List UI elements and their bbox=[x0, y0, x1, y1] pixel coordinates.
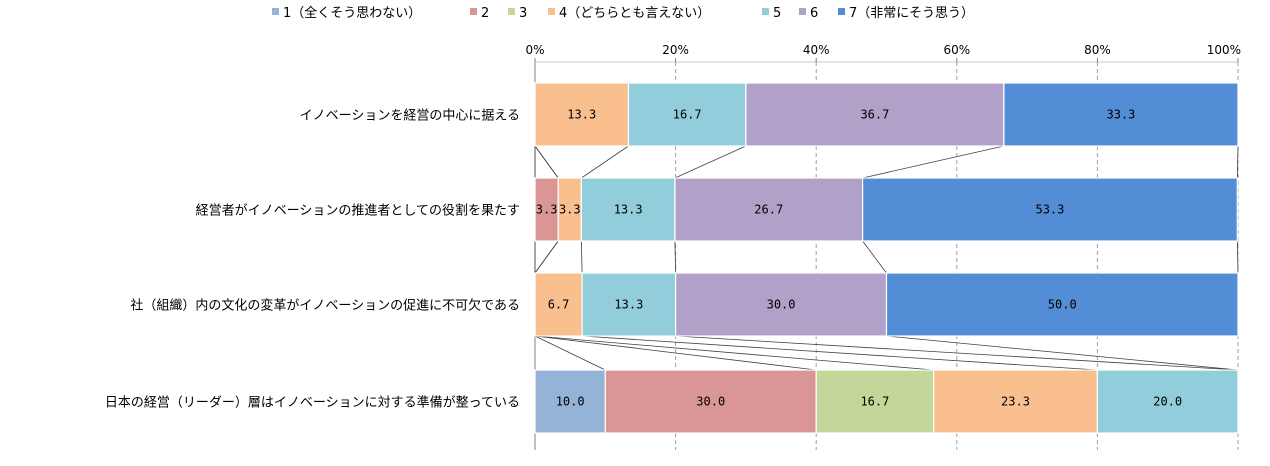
series-connector-line bbox=[862, 240, 887, 274]
data-label: 3.3 bbox=[559, 203, 581, 217]
data-label: 30.0 bbox=[696, 395, 725, 409]
bar-segment bbox=[1096, 369, 1239, 434]
data-label: 16.7 bbox=[673, 108, 702, 122]
category-label: イノベーションを経営の中心に据える bbox=[300, 109, 520, 124]
legend-label: 4（どちらとも言えない） bbox=[559, 6, 710, 21]
data-label: 16.7 bbox=[860, 395, 889, 409]
legend-label: 2 bbox=[481, 6, 489, 21]
series-connector-line bbox=[581, 145, 629, 179]
x-tick-label: 60% bbox=[943, 43, 970, 57]
legend-swatch bbox=[799, 8, 806, 15]
bar-segment bbox=[861, 177, 1238, 242]
data-label: 30.0 bbox=[767, 298, 796, 312]
bar-segment bbox=[674, 177, 864, 242]
x-tick-label: 40% bbox=[803, 43, 830, 57]
series-connector-line bbox=[580, 240, 583, 274]
data-label: 23.3 bbox=[1001, 395, 1030, 409]
series-connector-line bbox=[534, 145, 559, 179]
bar-segment bbox=[933, 369, 1099, 434]
legend-swatch bbox=[272, 8, 279, 15]
bar-segment bbox=[885, 272, 1239, 337]
x-tick-label: 80% bbox=[1084, 43, 1111, 57]
series-connector-line bbox=[675, 335, 1239, 371]
legend-label: 7（非常にそう思う） bbox=[849, 6, 974, 21]
data-label: 6.7 bbox=[548, 298, 570, 312]
bar-segment bbox=[627, 82, 747, 147]
bar-segment bbox=[534, 369, 606, 434]
category-label: 日本の経営（リーダー）層はイノベーションに対する準備が整っている bbox=[105, 395, 520, 411]
data-label: 13.3 bbox=[567, 108, 596, 122]
x-axis-ticks: 0% 20% 40% 60% 80% 100% bbox=[525, 43, 1241, 57]
data-label: 13.3 bbox=[614, 298, 643, 312]
bars: 13.3 16.7 36.7 33.3 3.3 3.3 13.3 26.7 53.3 6.7 13.… bbox=[534, 82, 1239, 434]
bar-segment bbox=[1003, 82, 1239, 147]
legend-label: 5 bbox=[773, 6, 781, 21]
data-label: 50.0 bbox=[1048, 298, 1077, 312]
legend-swatch bbox=[762, 8, 769, 15]
data-label: 20.0 bbox=[1153, 395, 1182, 409]
legend-label: 1（全くそう思わない） bbox=[283, 5, 421, 21]
x-tick-label: 0% bbox=[525, 43, 544, 57]
data-label: 33.3 bbox=[1106, 108, 1135, 122]
series-connectors bbox=[534, 145, 1239, 371]
data-label: 53.3 bbox=[1035, 203, 1064, 217]
bar-segment bbox=[581, 272, 677, 337]
x-tick-label: 100% bbox=[1207, 43, 1241, 57]
legend-label: 6 bbox=[810, 6, 818, 21]
bar-segment bbox=[674, 272, 888, 337]
bar-segment bbox=[745, 82, 1005, 147]
bar-segment bbox=[604, 369, 817, 434]
series-connector-line bbox=[1236, 240, 1239, 274]
series-connector-line bbox=[886, 335, 1239, 371]
series-connector-line bbox=[534, 335, 934, 371]
legend-label: 3 bbox=[519, 6, 527, 21]
series-connector-line bbox=[862, 145, 1004, 179]
series-connector-line bbox=[582, 335, 1098, 371]
legend-swatch bbox=[548, 8, 555, 15]
category-labels: イノベーションを経営の中心に据える経営者がイノベーションの推進者としての役割を果… bbox=[105, 109, 520, 411]
legend: 1（全くそう思わない） 2 3 4（どちらとも言えない） 5 6 7（非常にそう思う） bbox=[272, 5, 974, 21]
x-tick-label: 20% bbox=[662, 43, 689, 57]
series-connector-line bbox=[1236, 145, 1239, 179]
series-connector-line bbox=[534, 335, 817, 371]
series-connector-line bbox=[534, 335, 606, 371]
legend-swatch bbox=[838, 8, 845, 15]
series-connector-line bbox=[674, 145, 747, 179]
bar-segment bbox=[580, 177, 676, 242]
data-label: 26.7 bbox=[754, 203, 783, 217]
legend-swatch bbox=[508, 8, 515, 15]
legend-swatch bbox=[470, 8, 477, 15]
category-label: 経営者がイノベーションの推進者としての役割を果たす bbox=[196, 203, 520, 219]
data-label: 36.7 bbox=[860, 108, 889, 122]
category-label: 社（組織）内の文化の変革がイノベーションの促進に不可欠である bbox=[130, 298, 520, 314]
series-connector-line bbox=[674, 240, 676, 274]
series-connector-line bbox=[534, 240, 559, 274]
data-label: 10.0 bbox=[556, 395, 585, 409]
data-label: 3.3 bbox=[536, 203, 558, 217]
data-label: 13.3 bbox=[614, 203, 643, 217]
bar-segment bbox=[815, 369, 935, 434]
